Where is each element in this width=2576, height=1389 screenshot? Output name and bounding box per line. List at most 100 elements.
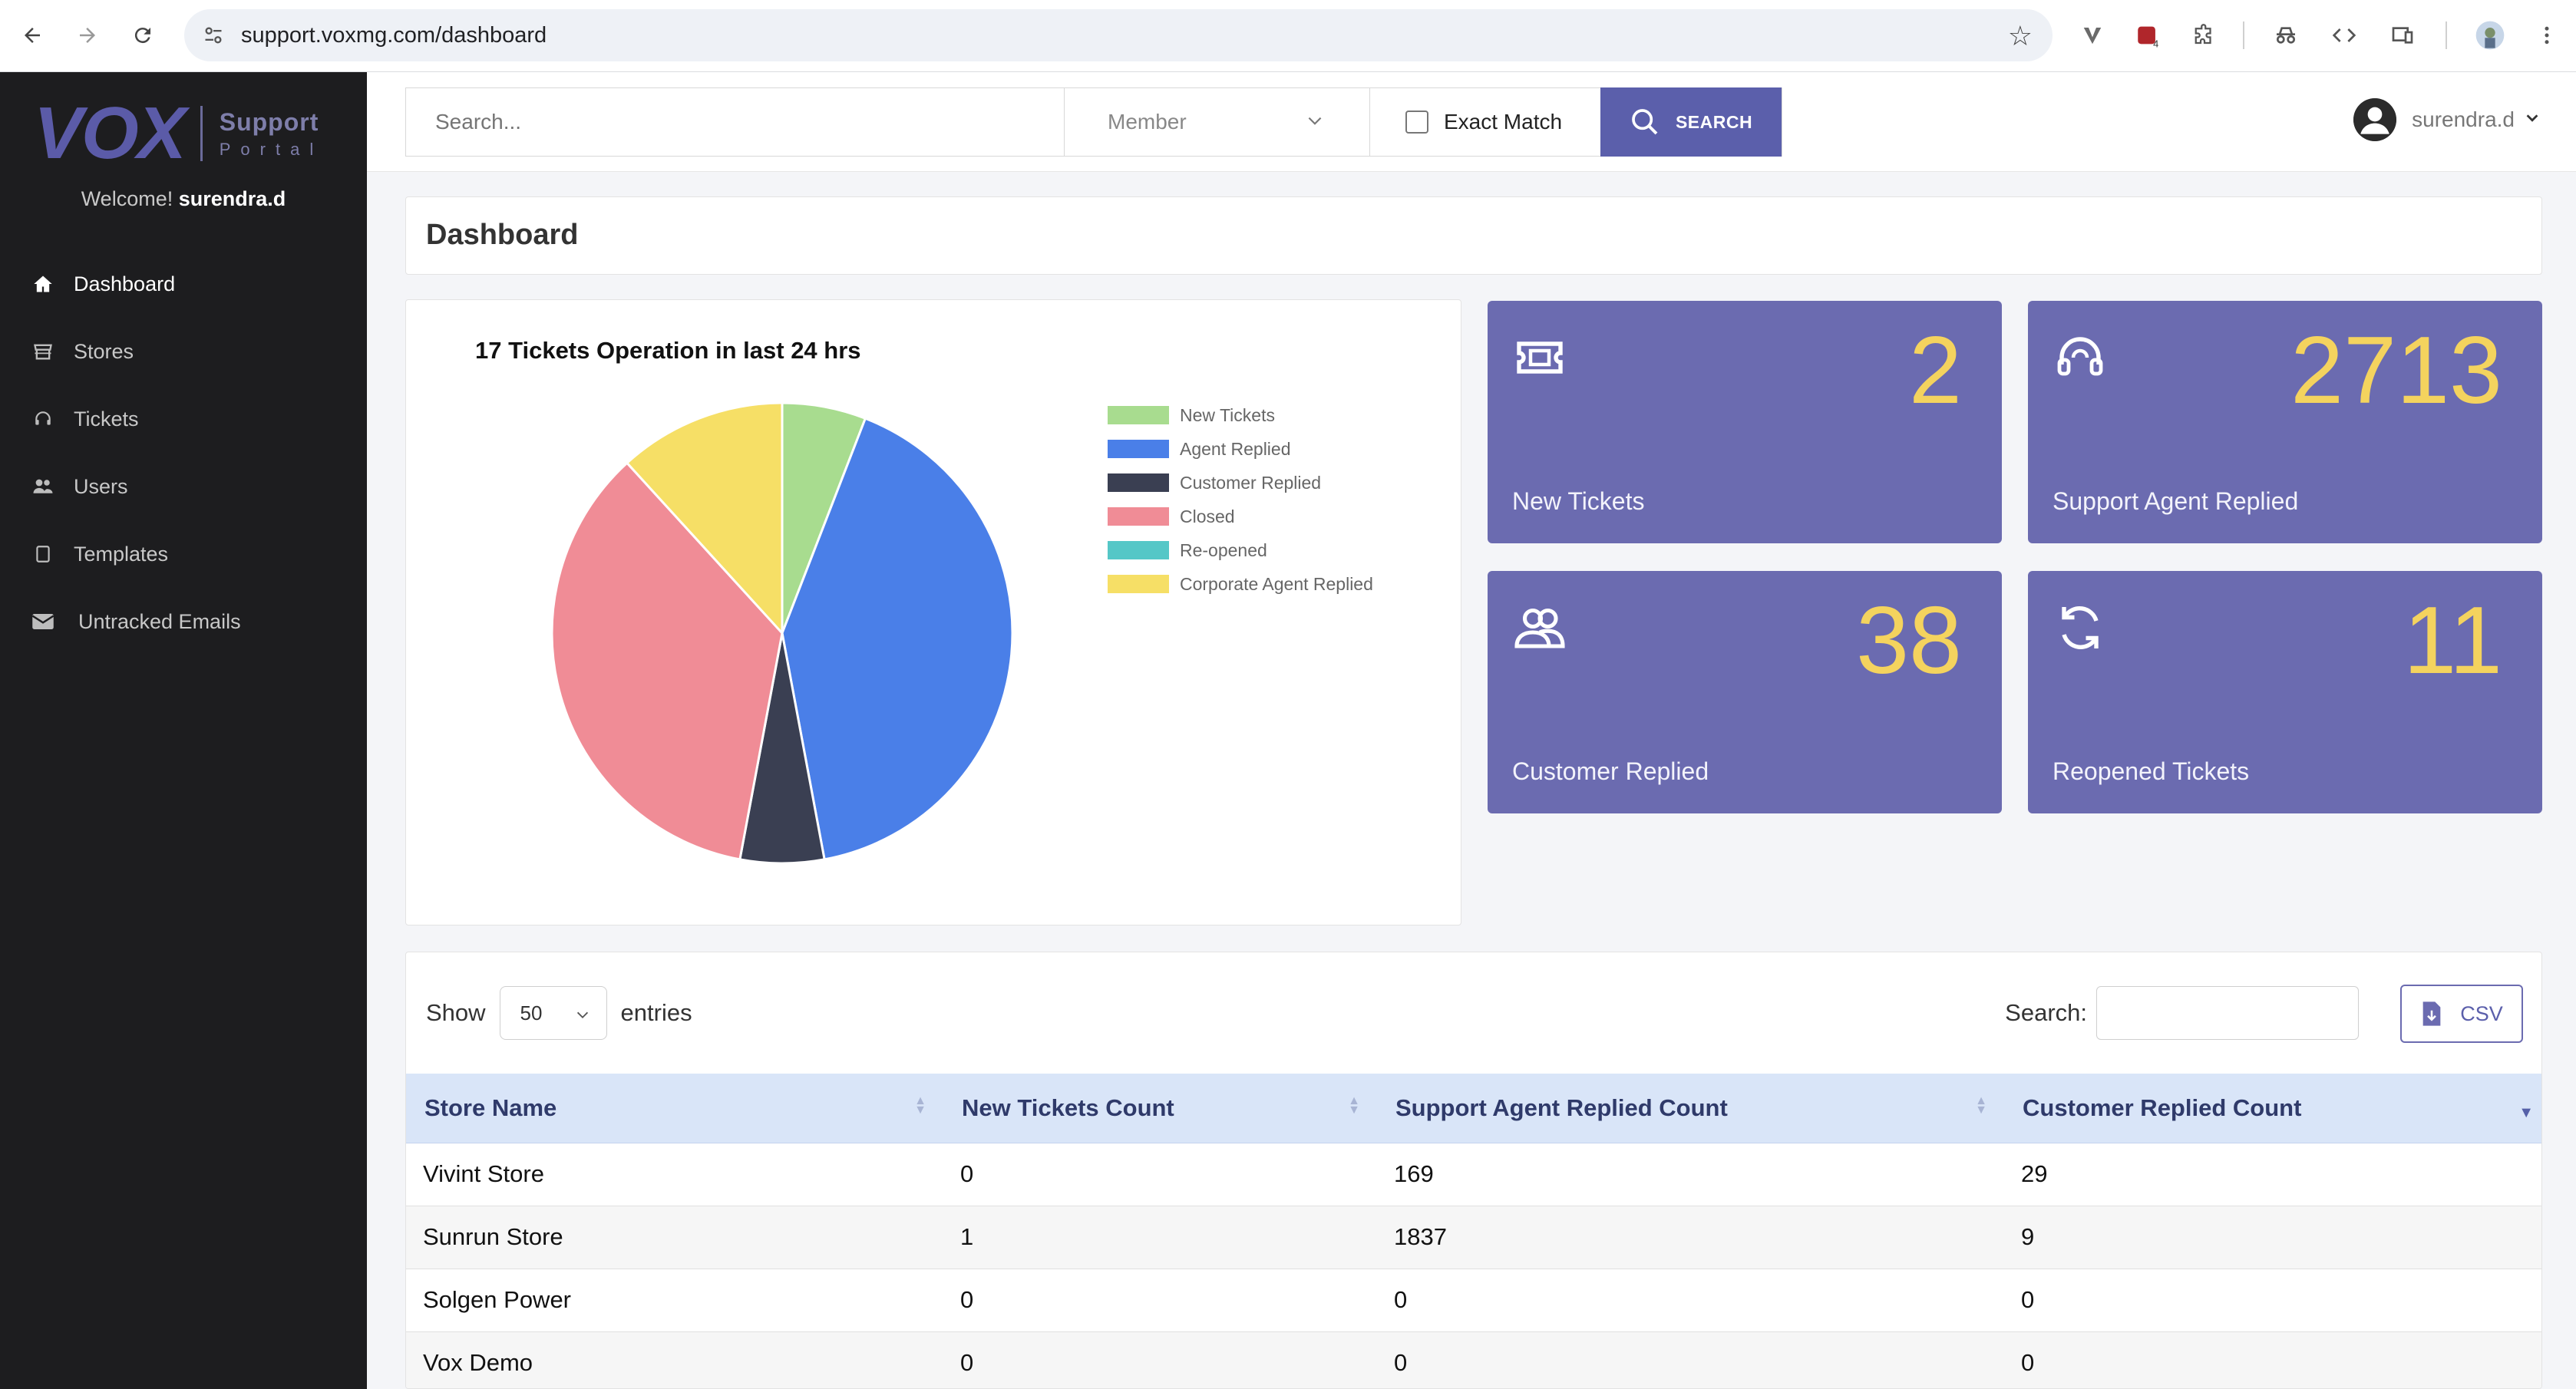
home-icon [31, 272, 55, 296]
legend-swatch [1108, 440, 1169, 458]
user-menu[interactable]: surendra.d [2353, 98, 2541, 141]
devtools-code-icon[interactable] [2324, 15, 2364, 55]
table-row[interactable]: Solgen Power 0 0 0 [406, 1269, 2541, 1332]
stat-card-customer-replied[interactable]: 38 Customer Replied [1488, 571, 2002, 813]
cell-new-tickets: 0 [943, 1269, 1377, 1332]
sidebar: VOX Support Portal Welcome! surendra.d D… [0, 72, 367, 1389]
extension-v-icon[interactable] [2072, 15, 2112, 55]
sidebar-item-untracked-emails[interactable]: Untracked Emails [0, 588, 367, 655]
sort-icon: ▲ ▼ [914, 1094, 926, 1117]
extensions-puzzle-icon[interactable] [2185, 15, 2224, 55]
exact-match-label: Exact Match [1444, 110, 1563, 134]
legend-item[interactable]: Corporate Agent Replied [1108, 567, 1373, 601]
column-header-customer-replied-count[interactable]: Customer Replied Count ▼ [2004, 1074, 2541, 1143]
legend-swatch [1108, 541, 1169, 559]
legend-label: Corporate Agent Replied [1180, 573, 1373, 594]
browser-menu-icon[interactable] [2527, 15, 2567, 55]
cell-agent-replied: 169 [1377, 1143, 2004, 1206]
stat-value: 2 [1909, 318, 1962, 424]
sidebar-item-templates[interactable]: Templates [0, 520, 367, 588]
table-search-input[interactable] [2096, 986, 2359, 1040]
bookmark-star-icon[interactable]: ☆ [2007, 20, 2033, 51]
legend-item[interactable]: Customer Replied [1108, 466, 1373, 500]
extension-badge-icon[interactable]: 4 [2128, 15, 2168, 55]
legend-item[interactable]: New Tickets [1108, 398, 1373, 432]
top-search-bar: Member Exact Match SEARCH surendra.d [367, 72, 2576, 172]
headset-icon [31, 407, 55, 431]
exact-match-toggle[interactable]: Exact Match [1370, 88, 1600, 156]
refresh-icon [2053, 600, 2108, 655]
sidebar-item-label: Stores [74, 339, 134, 363]
profile-avatar-icon[interactable] [2470, 15, 2510, 55]
sidebar-menu: Dashboard Stores Tickets Users Templates [0, 250, 367, 655]
welcome-username: surendra.d [178, 187, 286, 210]
vox-logo[interactable]: VOX Support Portal [34, 92, 324, 174]
address-bar[interactable]: support.voxmg.com/dashboard ☆ [184, 9, 2053, 61]
stat-card-reopened-tickets[interactable]: 11 Reopened Tickets [2028, 571, 2542, 813]
legend-item[interactable]: Agent Replied [1108, 432, 1373, 466]
exact-match-checkbox[interactable] [1405, 111, 1428, 134]
cell-store-name: Vivint Store [406, 1143, 943, 1206]
reload-icon[interactable] [121, 14, 164, 57]
browser-toolbar: support.voxmg.com/dashboard ☆ 4 [0, 0, 2576, 72]
table-row[interactable]: Vivint Store 0 169 29 [406, 1143, 2541, 1206]
search-input[interactable] [406, 88, 1065, 156]
legend-label: Customer Replied [1180, 472, 1322, 493]
back-icon[interactable] [11, 14, 54, 57]
member-select[interactable]: Member [1065, 88, 1370, 156]
sidebar-item-label: Templates [74, 542, 169, 566]
pie-slice-closed[interactable] [550, 461, 784, 861]
stat-label: New Tickets [1512, 487, 1645, 515]
legend-swatch [1108, 406, 1169, 424]
device-toggle-icon[interactable] [2383, 15, 2422, 55]
pie-slice-agent-replied[interactable] [781, 417, 1014, 861]
csv-label: CSV [2460, 1001, 2503, 1025]
column-header-support-agent-replied-count[interactable]: Support Agent Replied Count ▲ ▼ [1377, 1074, 2004, 1143]
table-header-row: Store Name ▲ ▼ New Tickets Count ▲ ▼ Support… [406, 1074, 2541, 1143]
stat-card-new-tickets[interactable]: 2 New Tickets [1488, 301, 2002, 543]
logo-divider [200, 106, 203, 161]
store-icon [31, 339, 55, 364]
sidebar-item-dashboard[interactable]: Dashboard [0, 250, 367, 318]
search-icon [1632, 109, 1658, 135]
stat-label: Customer Replied [1512, 757, 1709, 785]
chart-legend: New Tickets Agent Replied Customer Replied… [1108, 398, 1373, 601]
sidebar-item-tickets[interactable]: Tickets [0, 385, 367, 453]
sidebar-item-stores[interactable]: Stores [0, 318, 367, 385]
user-avatar-icon [2353, 98, 2397, 141]
document-icon [31, 542, 55, 566]
forward-icon[interactable] [66, 14, 109, 57]
search-button[interactable]: SEARCH [1600, 87, 1782, 157]
column-header-store-name[interactable]: Store Name ▲ ▼ [406, 1074, 943, 1143]
sidebar-item-label: Dashboard [74, 272, 176, 295]
stat-value: 2713 [2290, 318, 2502, 424]
ticket-icon [1512, 330, 1567, 385]
username: surendra.d [2412, 107, 2515, 131]
pie-chart [550, 401, 1014, 865]
chevron-down-icon [574, 1005, 591, 1029]
table-row[interactable]: Sunrun Store 1 1837 9 [406, 1206, 2541, 1269]
csv-export-button[interactable]: CSV [2400, 985, 2523, 1043]
cell-customer-replied: 0 [2004, 1331, 2541, 1388]
sidebar-item-users[interactable]: Users [0, 453, 367, 520]
stat-card-support-agent-replied[interactable]: 2713 Support Agent Replied [2028, 301, 2542, 543]
site-settings-icon[interactable] [200, 21, 227, 49]
entries-select-value: 50 [520, 1001, 543, 1024]
entries-select[interactable]: 50 [499, 986, 607, 1040]
pie-slice-corporate-agent-replied[interactable] [625, 401, 784, 636]
chevron-down-icon [2524, 107, 2541, 132]
legend-item[interactable]: Closed [1108, 500, 1373, 533]
table-search: Search: [2005, 986, 2359, 1040]
cell-new-tickets: 0 [943, 1331, 1377, 1388]
legend-swatch [1108, 507, 1169, 526]
table-row[interactable]: Vox Demo 0 0 0 [406, 1331, 2541, 1388]
logo-text: VOX [34, 92, 187, 174]
sort-icon: ▲ ▼ [1348, 1094, 1360, 1117]
legend-item[interactable]: Re-opened [1108, 533, 1373, 567]
column-header-new-tickets-count[interactable]: New Tickets Count ▲ ▼ [943, 1074, 1377, 1143]
stores-table: Store Name ▲ ▼ New Tickets Count ▲ ▼ Support… [406, 1074, 2541, 1388]
search-group: Member Exact Match SEARCH [405, 87, 1782, 157]
logo-subtitle-2: Portal [219, 139, 324, 159]
chart-title: 17 Tickets Operation in last 24 hrs [475, 337, 861, 364]
incognito-icon[interactable] [2266, 15, 2306, 55]
